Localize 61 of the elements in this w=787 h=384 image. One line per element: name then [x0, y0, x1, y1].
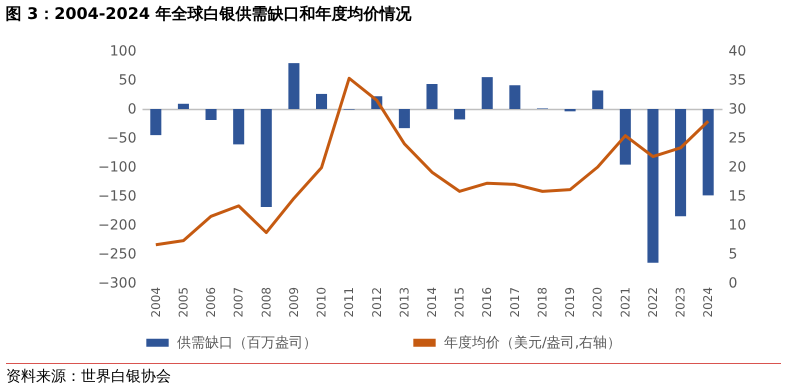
y2-tick-label: 0: [728, 276, 738, 292]
x-tick-label: 2014: [425, 287, 439, 318]
y2-tick-label: 35: [728, 72, 746, 88]
x-tick-label: 2015: [452, 287, 467, 318]
x-tick-label: 2017: [508, 287, 522, 318]
bar: [620, 109, 631, 165]
x-tick-label: 2006: [204, 287, 218, 318]
y-tick-label: −50: [106, 130, 136, 146]
bar: [647, 109, 658, 263]
x-tick-label: 2011: [342, 287, 356, 318]
y-tick-label: 0: [128, 102, 136, 118]
bar: [398, 109, 410, 128]
x-tick-label: 2021: [618, 287, 632, 318]
bar: [288, 63, 300, 109]
bar: [233, 109, 244, 144]
bar: [702, 109, 714, 196]
x-tick-label: 2019: [563, 287, 578, 318]
line-series: [154, 76, 710, 246]
x-tick-label: 2012: [370, 287, 384, 318]
y-tick-label: −200: [98, 218, 136, 234]
y-tick-label: 100: [110, 44, 136, 60]
x-tick-label: 2005: [176, 287, 190, 318]
y-tick-label: −100: [98, 160, 136, 176]
y-tick-label: −300: [98, 276, 136, 292]
bar: [426, 84, 438, 109]
y2-tick-label: 25: [728, 130, 746, 146]
bar: [178, 104, 189, 109]
y-tick-label: −250: [98, 246, 136, 262]
x-tick-label: 2024: [701, 287, 716, 318]
x-tick-label: 2009: [286, 287, 301, 318]
x-tick-label: 2007: [232, 287, 246, 318]
legend-label: 年度均价（美元/盎司,右轴）: [444, 334, 622, 351]
x-tick-label: 2010: [314, 287, 329, 318]
x-tick-label: 2013: [397, 287, 412, 318]
y-tick-label: 50: [118, 72, 136, 88]
chart-title: 图 3：2004-2024 年全球白银供需缺口和年度均价情况: [6, 4, 413, 23]
y2-tick-label: 20: [728, 160, 746, 176]
bar: [509, 85, 520, 109]
y2-tick-label: 30: [728, 102, 746, 118]
bar: [675, 109, 686, 216]
y-tick-label: −150: [98, 188, 136, 204]
bar: [150, 109, 162, 136]
x-tick-label: 2008: [259, 287, 274, 318]
legend-label: 供需缺口（百万盎司）: [177, 334, 317, 351]
x-tick-label: 2018: [535, 287, 550, 318]
bar: [592, 90, 604, 109]
bar: [482, 77, 493, 109]
text: 资料来源：世界白银协会: [6, 363, 781, 384]
y2-tick-label: 5: [728, 246, 738, 262]
x-tick-label: 2022: [646, 287, 660, 318]
bar: [454, 109, 466, 120]
bar: [316, 94, 328, 109]
y2-tick-label: 10: [728, 218, 746, 234]
x-tick-label: 2004: [148, 287, 163, 318]
x-tick-label: 2023: [674, 287, 688, 318]
y2-tick-label: 15: [728, 188, 746, 204]
bar: [260, 109, 272, 208]
y2-tick-label: 40: [728, 44, 746, 60]
x-tick-label: 2016: [480, 287, 494, 318]
x-tick-label: 2020: [590, 287, 605, 318]
bar: [206, 109, 217, 120]
